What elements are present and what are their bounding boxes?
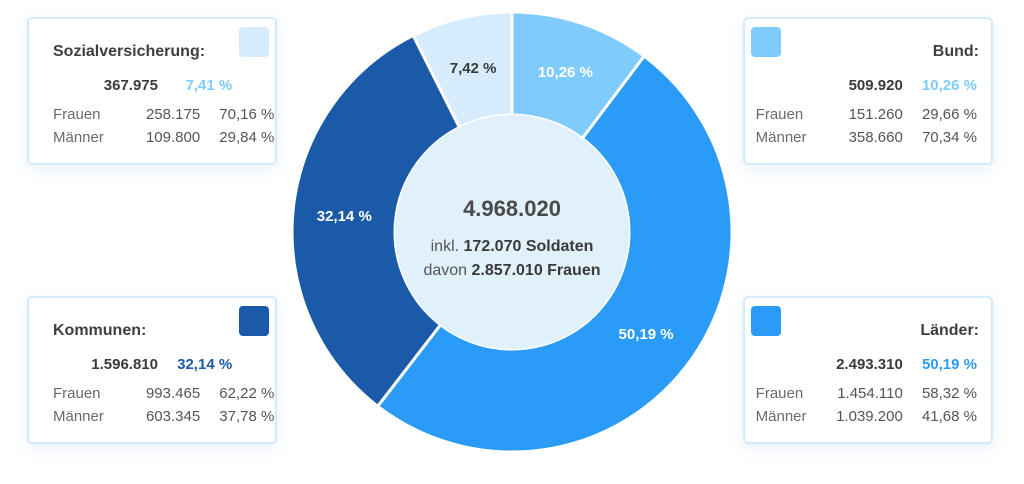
frauen-percent: 58,32 % xyxy=(921,385,977,402)
card-sozialversicherung: Sozialversicherung: 367.975 7,41 % Fraue… xyxy=(27,17,277,165)
donut-center xyxy=(395,115,629,349)
total-row: 367.975 7,41 % xyxy=(83,77,232,94)
maenner-percent: 70,34 % xyxy=(921,129,977,146)
frauen-label: Frauen xyxy=(755,385,804,402)
center-soldaten-value: 172.070 Soldaten xyxy=(464,238,594,255)
slice-label: 50,19 % xyxy=(619,326,674,343)
frauen-percent: 29,66 % xyxy=(921,106,977,123)
frauen-label: Frauen xyxy=(53,106,101,123)
slice-label: 32,14 % xyxy=(317,208,372,225)
color-swatch xyxy=(751,27,781,57)
frauen-value: 1.454.110 xyxy=(837,385,903,402)
frauen-row: Frauen 258.175 70,16 % xyxy=(53,106,274,123)
frauen-row: Frauen 993.465 62,22 % xyxy=(53,385,274,402)
frauen-value: 151.260 xyxy=(848,106,903,123)
maenner-value: 109.800 xyxy=(145,129,201,146)
color-swatch xyxy=(751,306,781,336)
slice-label: 10,26 % xyxy=(538,64,593,81)
maenner-value: 603.345 xyxy=(145,408,201,425)
frauen-percent: 62,22 % xyxy=(219,385,275,402)
maenner-row: Männer 1.039.200 41,68 % xyxy=(756,408,977,425)
card-laender: Länder: 2.493.310 50,19 % Frauen 1.454.1… xyxy=(743,296,993,444)
frauen-label: Frauen xyxy=(53,385,101,402)
total-percent: 32,14 % xyxy=(177,356,233,373)
frauen-label: Frauen xyxy=(755,106,804,123)
frauen-percent: 70,16 % xyxy=(219,106,275,123)
card-bund: Bund: 509.920 10,26 % Frauen 151.260 29,… xyxy=(743,17,993,165)
center-frauen: davon 2.857.010 Frauen xyxy=(423,262,600,279)
frauen-value: 258.175 xyxy=(145,106,201,123)
center-total: 4.968.020 xyxy=(463,196,561,221)
total-percent: 50,19 % xyxy=(921,356,977,373)
total-row: 2.493.310 50,19 % xyxy=(828,356,977,373)
color-swatch xyxy=(239,27,269,57)
maenner-percent: 29,84 % xyxy=(219,129,275,146)
center-soldaten-prefix: inkl. xyxy=(431,238,459,255)
center-frauen-value: 2.857.010 Frauen xyxy=(472,262,601,279)
donut-chart: 4.968.020 inkl. 172.070 Soldaten davon 2… xyxy=(290,10,734,454)
maenner-label: Männer xyxy=(53,408,104,425)
maenner-label: Männer xyxy=(755,129,807,146)
total-row: 1.596.810 32,14 % xyxy=(83,356,232,373)
card-title: Sozialversicherung: xyxy=(53,43,206,60)
total-value: 2.493.310 xyxy=(836,356,903,373)
total-row: 509.920 10,26 % xyxy=(828,77,977,94)
card-title: Länder: xyxy=(920,322,979,339)
total-percent: 7,41 % xyxy=(185,77,233,94)
maenner-label: Männer xyxy=(53,129,104,146)
maenner-value: 1.039.200 xyxy=(836,408,903,425)
card-kommunen: Kommunen: 1.596.810 32,14 % Frauen 993.4… xyxy=(27,296,277,444)
maenner-percent: 37,78 % xyxy=(219,408,275,425)
total-value: 1.596.810 xyxy=(91,356,158,373)
frauen-row: Frauen 151.260 29,66 % xyxy=(756,106,977,123)
frauen-row: Frauen 1.454.110 58,32 % xyxy=(756,385,977,402)
maenner-row: Männer 109.800 29,84 % xyxy=(53,129,274,146)
total-value: 367.975 xyxy=(103,77,158,94)
maenner-value: 358.660 xyxy=(848,129,903,146)
maenner-percent: 41,68 % xyxy=(921,408,977,425)
total-value: 509.920 xyxy=(848,77,903,94)
card-title: Kommunen: xyxy=(53,322,147,339)
center-soldaten: inkl. 172.070 Soldaten xyxy=(431,238,594,255)
maenner-label: Männer xyxy=(755,408,807,425)
frauen-value: 993.465 xyxy=(145,385,201,402)
maenner-row: Männer 358.660 70,34 % xyxy=(756,129,977,146)
maenner-row: Männer 603.345 37,78 % xyxy=(53,408,274,425)
card-title: Bund: xyxy=(932,43,979,60)
center-frauen-prefix: davon xyxy=(423,262,467,279)
slice-label: 7,42 % xyxy=(450,60,497,77)
color-swatch xyxy=(239,306,269,336)
total-percent: 10,26 % xyxy=(921,77,977,94)
